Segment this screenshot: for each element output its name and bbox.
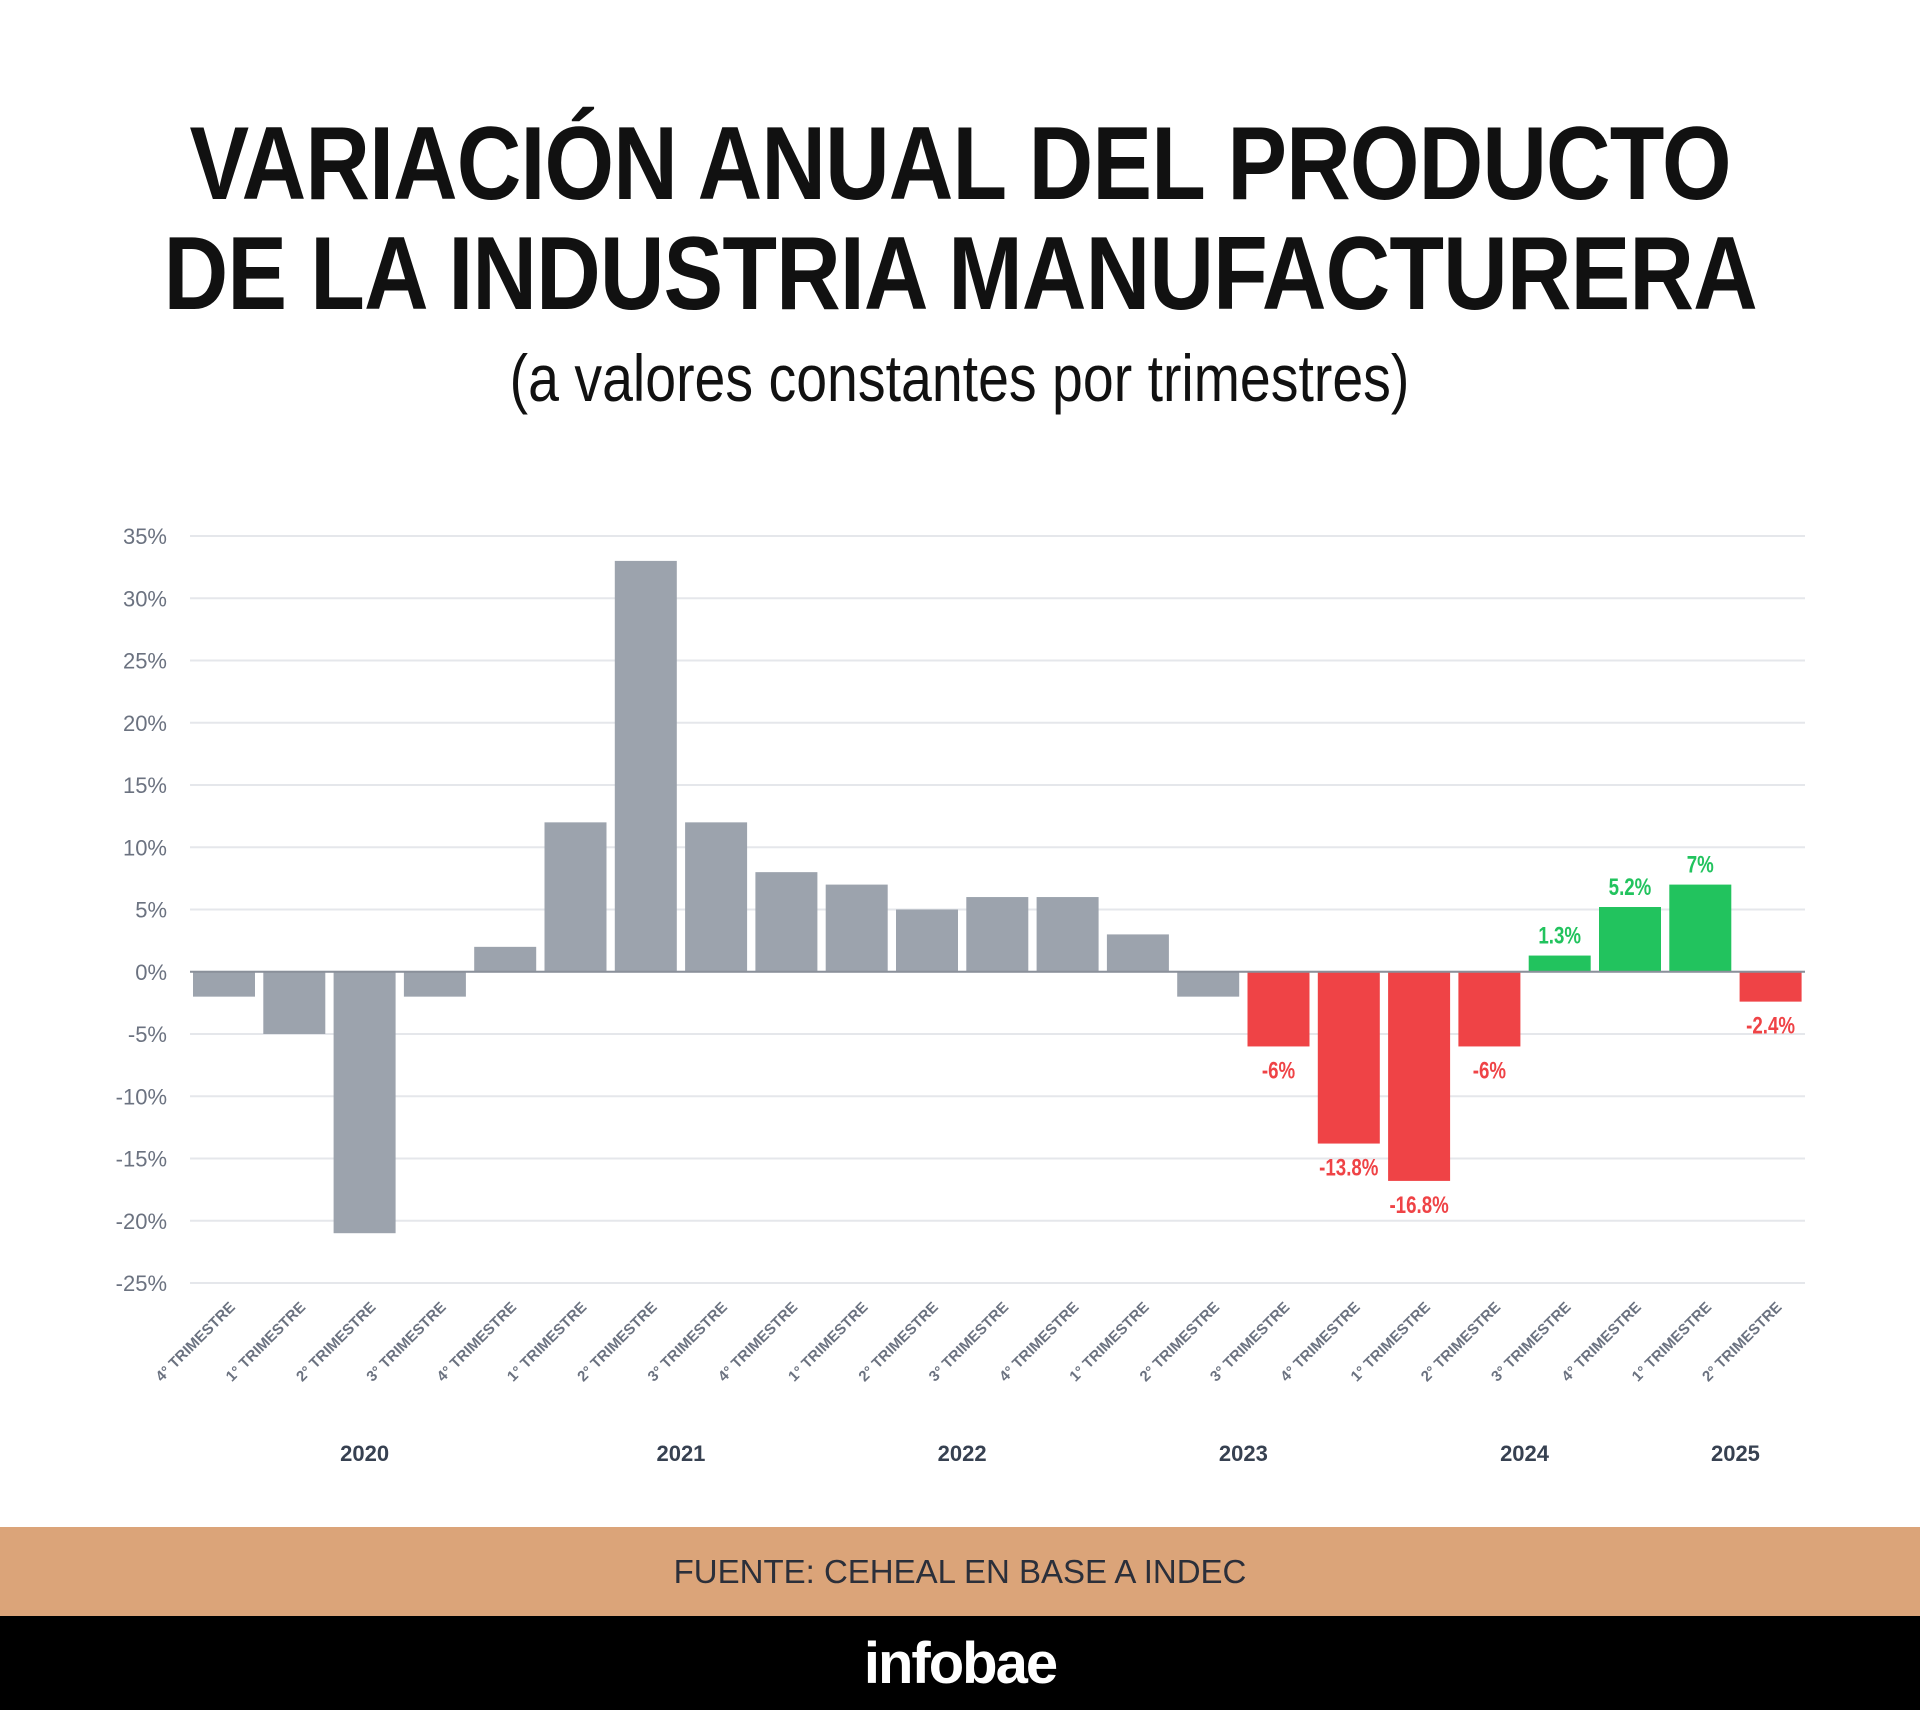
bar [825, 884, 888, 972]
y-tick-label: 15% [123, 773, 167, 798]
bar [1388, 971, 1451, 1181]
bar [1669, 884, 1732, 972]
year-label: 2020 [340, 1441, 389, 1466]
year-label: 2024 [1500, 1441, 1550, 1466]
y-tick-label: 30% [123, 586, 167, 611]
source-note: FUENTE: CEHEAL EN BASE A INDEC [0, 1527, 1920, 1616]
bar [755, 872, 818, 972]
y-tick-label: -5% [128, 1022, 167, 1047]
year-label: 2023 [1219, 1441, 1268, 1466]
bar [1528, 955, 1591, 972]
chart-title-text-2: DE LA INDUSTRIA MANUFACTURERA [163, 216, 1757, 332]
year-label: 2021 [656, 1441, 705, 1466]
bar [474, 946, 537, 972]
y-tick-label: -25% [116, 1271, 167, 1296]
chart-title-text-1: VARIACIÓN ANUAL DEL PRODUCTO [189, 106, 1731, 222]
data-label: 1.3% [1538, 922, 1581, 949]
bar [193, 971, 255, 997]
bar [333, 971, 396, 1234]
y-tick-label: -10% [116, 1084, 167, 1109]
bar [403, 971, 466, 997]
bar [1739, 971, 1802, 1002]
bar [685, 822, 748, 972]
bar [966, 897, 1029, 972]
y-tick-label: 20% [123, 711, 167, 736]
data-label: -2.4% [1746, 1012, 1795, 1039]
chart-subtitle-text: (a valores constantes por trimestres) [510, 341, 1410, 415]
y-tick-label: 35% [123, 524, 167, 549]
bar [544, 822, 607, 972]
data-label: -16.8% [1389, 1192, 1448, 1219]
brand-logo: infobae [0, 1616, 1920, 1710]
year-label: 2025 [1711, 1441, 1760, 1466]
data-label: 7% [1687, 851, 1714, 878]
bar [1177, 971, 1240, 997]
y-tick-label: 25% [123, 649, 167, 674]
y-tick-label: 5% [135, 898, 167, 923]
bar [1599, 907, 1661, 972]
chart-title-line-1: VARIACIÓN ANUAL DEL PRODUCTO [0, 112, 1920, 216]
y-tick-label: 0% [135, 960, 167, 985]
chart-title-line-2: DE LA INDUSTRIA MANUFACTURERA [0, 222, 1920, 326]
bar [1247, 971, 1310, 1047]
bar [614, 560, 677, 972]
bar [1036, 897, 1099, 972]
bar [1317, 971, 1380, 1144]
bar-chart: 35% 30% 25% 20% 15% 10% 5% 0% -5% -10% -15% -20% -25… [116, 524, 1805, 1466]
data-label: -6% [1473, 1057, 1506, 1084]
y-tick-label: -20% [116, 1209, 167, 1234]
bar [1458, 971, 1521, 1047]
year-label: 2022 [938, 1441, 987, 1466]
data-label: 5.2% [1609, 874, 1652, 901]
bar [896, 909, 958, 972]
chart-subtitle: (a valores constantes por trimestres) [0, 340, 1920, 416]
data-label: -13.8% [1319, 1154, 1378, 1181]
y-tick-label: -15% [116, 1147, 167, 1172]
bar [1106, 934, 1169, 972]
data-label: -6% [1262, 1057, 1295, 1084]
y-tick-label: 10% [123, 835, 167, 860]
bar [263, 971, 326, 1034]
